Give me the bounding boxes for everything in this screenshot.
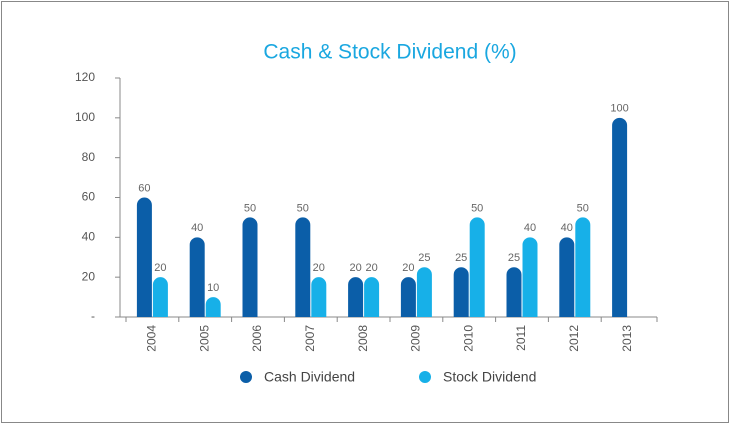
x-tick-label: 2006 — [250, 325, 264, 352]
y-tick-label: 100 — [75, 110, 95, 124]
x-tick-label: 2011 — [514, 325, 528, 351]
y-tick-label: 120 — [75, 70, 95, 84]
bar — [469, 217, 485, 317]
data-label: 10 — [207, 282, 219, 294]
bar — [242, 217, 258, 317]
data-label: 50 — [297, 202, 309, 214]
x-tick-label: 2004 — [145, 325, 159, 352]
bar — [506, 267, 522, 317]
data-label: 100 — [610, 103, 628, 115]
bar — [416, 267, 432, 317]
y-tick-label: 20 — [82, 269, 96, 283]
legend-label: Stock Dividend — [443, 369, 536, 385]
data-label: 40 — [524, 222, 536, 234]
x-tick-label: 2012 — [567, 325, 581, 352]
data-label: 50 — [244, 202, 256, 214]
x-tick-label: 2013 — [620, 325, 634, 352]
bar — [311, 277, 327, 317]
bar — [152, 277, 168, 317]
bar — [136, 197, 152, 317]
y-tick-label: 80 — [82, 150, 96, 164]
x-tick-label: 2009 — [409, 325, 423, 352]
data-label: 20 — [402, 262, 414, 274]
bar — [295, 217, 311, 317]
bar — [575, 217, 591, 317]
bar — [559, 237, 575, 317]
bar — [348, 277, 364, 317]
x-tick-label: 2010 — [461, 325, 475, 352]
bar — [400, 277, 416, 317]
data-label: 40 — [191, 222, 203, 234]
data-label: 60 — [138, 182, 150, 194]
y-tick-label: 60 — [82, 190, 96, 204]
x-tick-label: 2007 — [303, 325, 317, 352]
data-label: 20 — [154, 262, 166, 274]
data-label: 50 — [577, 202, 589, 214]
bar — [205, 297, 221, 317]
data-label: 20 — [365, 262, 377, 274]
x-tick-label: 2005 — [197, 325, 211, 352]
chart-title: Cash & Stock Dividend (%) — [263, 41, 516, 64]
legend-label: Cash Dividend — [264, 369, 355, 385]
data-label: 20 — [313, 262, 325, 274]
legend-marker — [240, 371, 252, 383]
data-label: 50 — [471, 202, 483, 214]
y-tick-label: - — [91, 309, 95, 323]
bar — [522, 237, 538, 317]
data-label: 40 — [561, 222, 573, 234]
legend-marker — [419, 371, 431, 383]
bar — [453, 267, 469, 317]
data-label: 25 — [455, 252, 467, 264]
bar — [189, 237, 205, 317]
data-label: 25 — [418, 252, 430, 264]
y-tick-label: 40 — [82, 230, 96, 244]
bar — [612, 117, 628, 317]
data-label: 20 — [349, 262, 361, 274]
x-tick-label: 2008 — [356, 325, 370, 352]
bar — [364, 277, 380, 317]
data-label: 25 — [508, 252, 520, 264]
